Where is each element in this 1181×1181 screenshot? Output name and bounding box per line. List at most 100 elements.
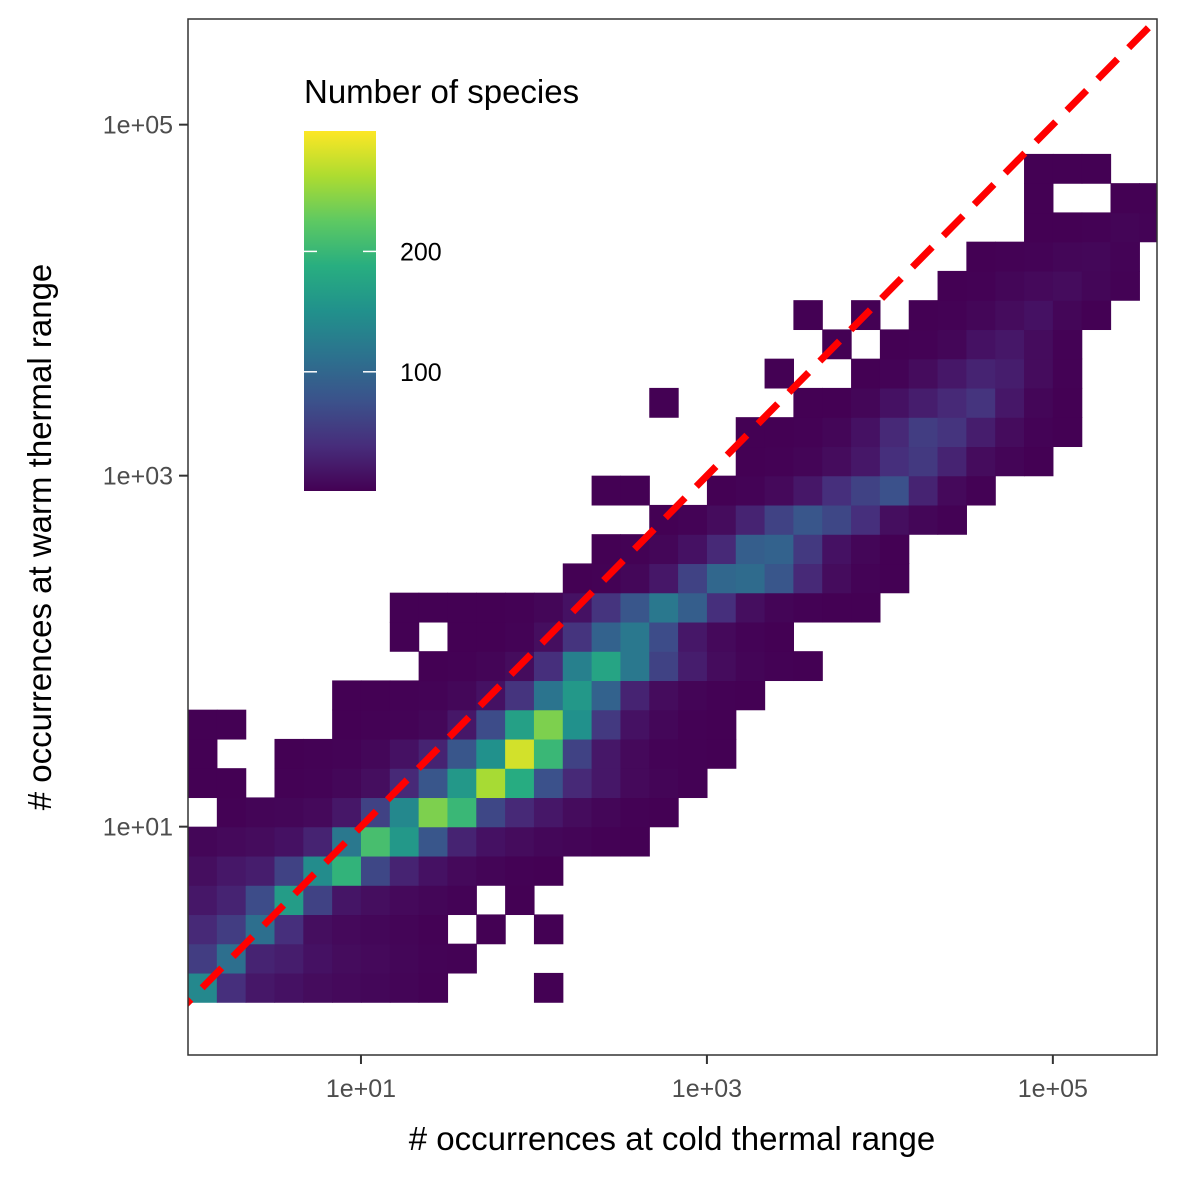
heatmap-cell [447, 680, 477, 711]
heatmap-cell [505, 592, 535, 623]
heatmap-cell [764, 475, 794, 506]
heatmap-cell [389, 885, 420, 916]
heatmap-cell [995, 329, 1025, 360]
heatmap-cell [851, 534, 881, 565]
heatmap-cell [533, 680, 564, 711]
heatmap-cell [822, 446, 852, 477]
heatmap-cell [188, 709, 218, 740]
heatmap-cell [476, 826, 506, 857]
heatmap-cell [822, 475, 852, 506]
heatmap-cell [995, 241, 1025, 272]
heatmap-cell [851, 475, 881, 506]
heatmap-cell [851, 387, 881, 418]
heatmap-cell [1024, 417, 1054, 448]
heatmap-cell [188, 855, 218, 886]
heatmap-cell [562, 563, 593, 594]
heatmap-cell [447, 797, 477, 828]
heatmap-cell [937, 329, 967, 360]
heatmap-cell [360, 914, 391, 945]
heatmap-cell [995, 446, 1025, 477]
heatmap-cell [851, 563, 881, 594]
heatmap-cell [706, 680, 737, 711]
heatmap-cell [851, 358, 881, 389]
heatmap-cell [620, 475, 650, 506]
heatmap-cell [822, 534, 852, 565]
heatmap-cell [706, 709, 737, 740]
heatmap-cell [562, 621, 593, 652]
heatmap-cell [505, 738, 535, 769]
heatmap-cell [966, 358, 996, 389]
heatmap-cell [591, 651, 622, 682]
heatmap-cell [764, 358, 794, 389]
heatmap-cell [216, 709, 247, 740]
heatmap-cell [591, 826, 622, 857]
heatmap-cell [418, 768, 449, 799]
heatmap-cell [1052, 153, 1083, 184]
heatmap-cell [678, 768, 708, 799]
heatmap-cell [303, 797, 333, 828]
heatmap-cell [966, 475, 996, 506]
heatmap-cell [678, 534, 708, 565]
heatmap-cell [706, 475, 737, 506]
heatmap-cell [822, 504, 852, 535]
heatmap-cell [476, 651, 506, 682]
legend-tick-label: 100 [400, 359, 442, 387]
heatmap-cell [1024, 300, 1054, 331]
heatmap-cell [1110, 241, 1140, 272]
heatmap-cell [188, 768, 218, 799]
heatmap-cell [879, 504, 910, 535]
heatmap-cell [332, 709, 362, 740]
heatmap-cell [966, 417, 996, 448]
heatmap-cell [793, 563, 823, 594]
heatmap-cell [245, 972, 276, 1003]
heatmap-cell [332, 680, 362, 711]
heatmap-cell [706, 592, 737, 623]
heatmap-cell [562, 709, 593, 740]
heatmap-cell [620, 592, 650, 623]
heatmap-cell [505, 621, 535, 652]
heatmap-cell [360, 768, 391, 799]
heatmap-cell [1081, 270, 1112, 301]
heatmap-cell [245, 885, 276, 916]
heatmap-cell [245, 943, 276, 974]
heatmap-cell [879, 329, 910, 360]
heatmap-cell [793, 300, 823, 331]
heatmap-cell [447, 621, 477, 652]
heatmap-cell [303, 768, 333, 799]
heatmap-cell [245, 797, 276, 828]
heatmap-cell [505, 797, 535, 828]
heatmap-cell [360, 826, 391, 857]
heatmap-cell [1052, 358, 1083, 389]
heatmap-cell [533, 826, 564, 857]
heatmap-cell [937, 417, 967, 448]
heatmap-cell [562, 826, 593, 857]
heatmap-cell [678, 621, 708, 652]
heatmap-cell [1052, 300, 1083, 331]
heatmap-cell [764, 417, 794, 448]
heatmap-cell [533, 914, 564, 945]
y-axis: 1e+01 1e+03 1e+05 [103, 112, 188, 842]
heatmap-cell [764, 621, 794, 652]
heatmap-cell [678, 651, 708, 682]
heatmap-cell [303, 738, 333, 769]
heatmap-cell [937, 504, 967, 535]
heatmap-cell [620, 680, 650, 711]
heatmap-cell [908, 300, 939, 331]
heatmap-cell [706, 738, 737, 769]
heatmap-cell [879, 417, 910, 448]
heatmap-cell [678, 680, 708, 711]
heatmap-cell [591, 680, 622, 711]
heatmap-cell [188, 885, 218, 916]
heatmap-cell [793, 534, 823, 565]
heatmap-cell [216, 972, 247, 1003]
heatmap-cell [505, 885, 535, 916]
heatmap-cell [735, 534, 766, 565]
x-tick-label: 1e+03 [672, 1075, 742, 1103]
legend-ticks: 100 200 [304, 238, 442, 387]
heatmap-cell [274, 797, 304, 828]
heatmap-cell [649, 797, 679, 828]
heatmap-cell [620, 738, 650, 769]
heatmap-cell [591, 475, 622, 506]
heatmap-cell [1139, 212, 1157, 243]
heatmap-cell [1052, 417, 1083, 448]
